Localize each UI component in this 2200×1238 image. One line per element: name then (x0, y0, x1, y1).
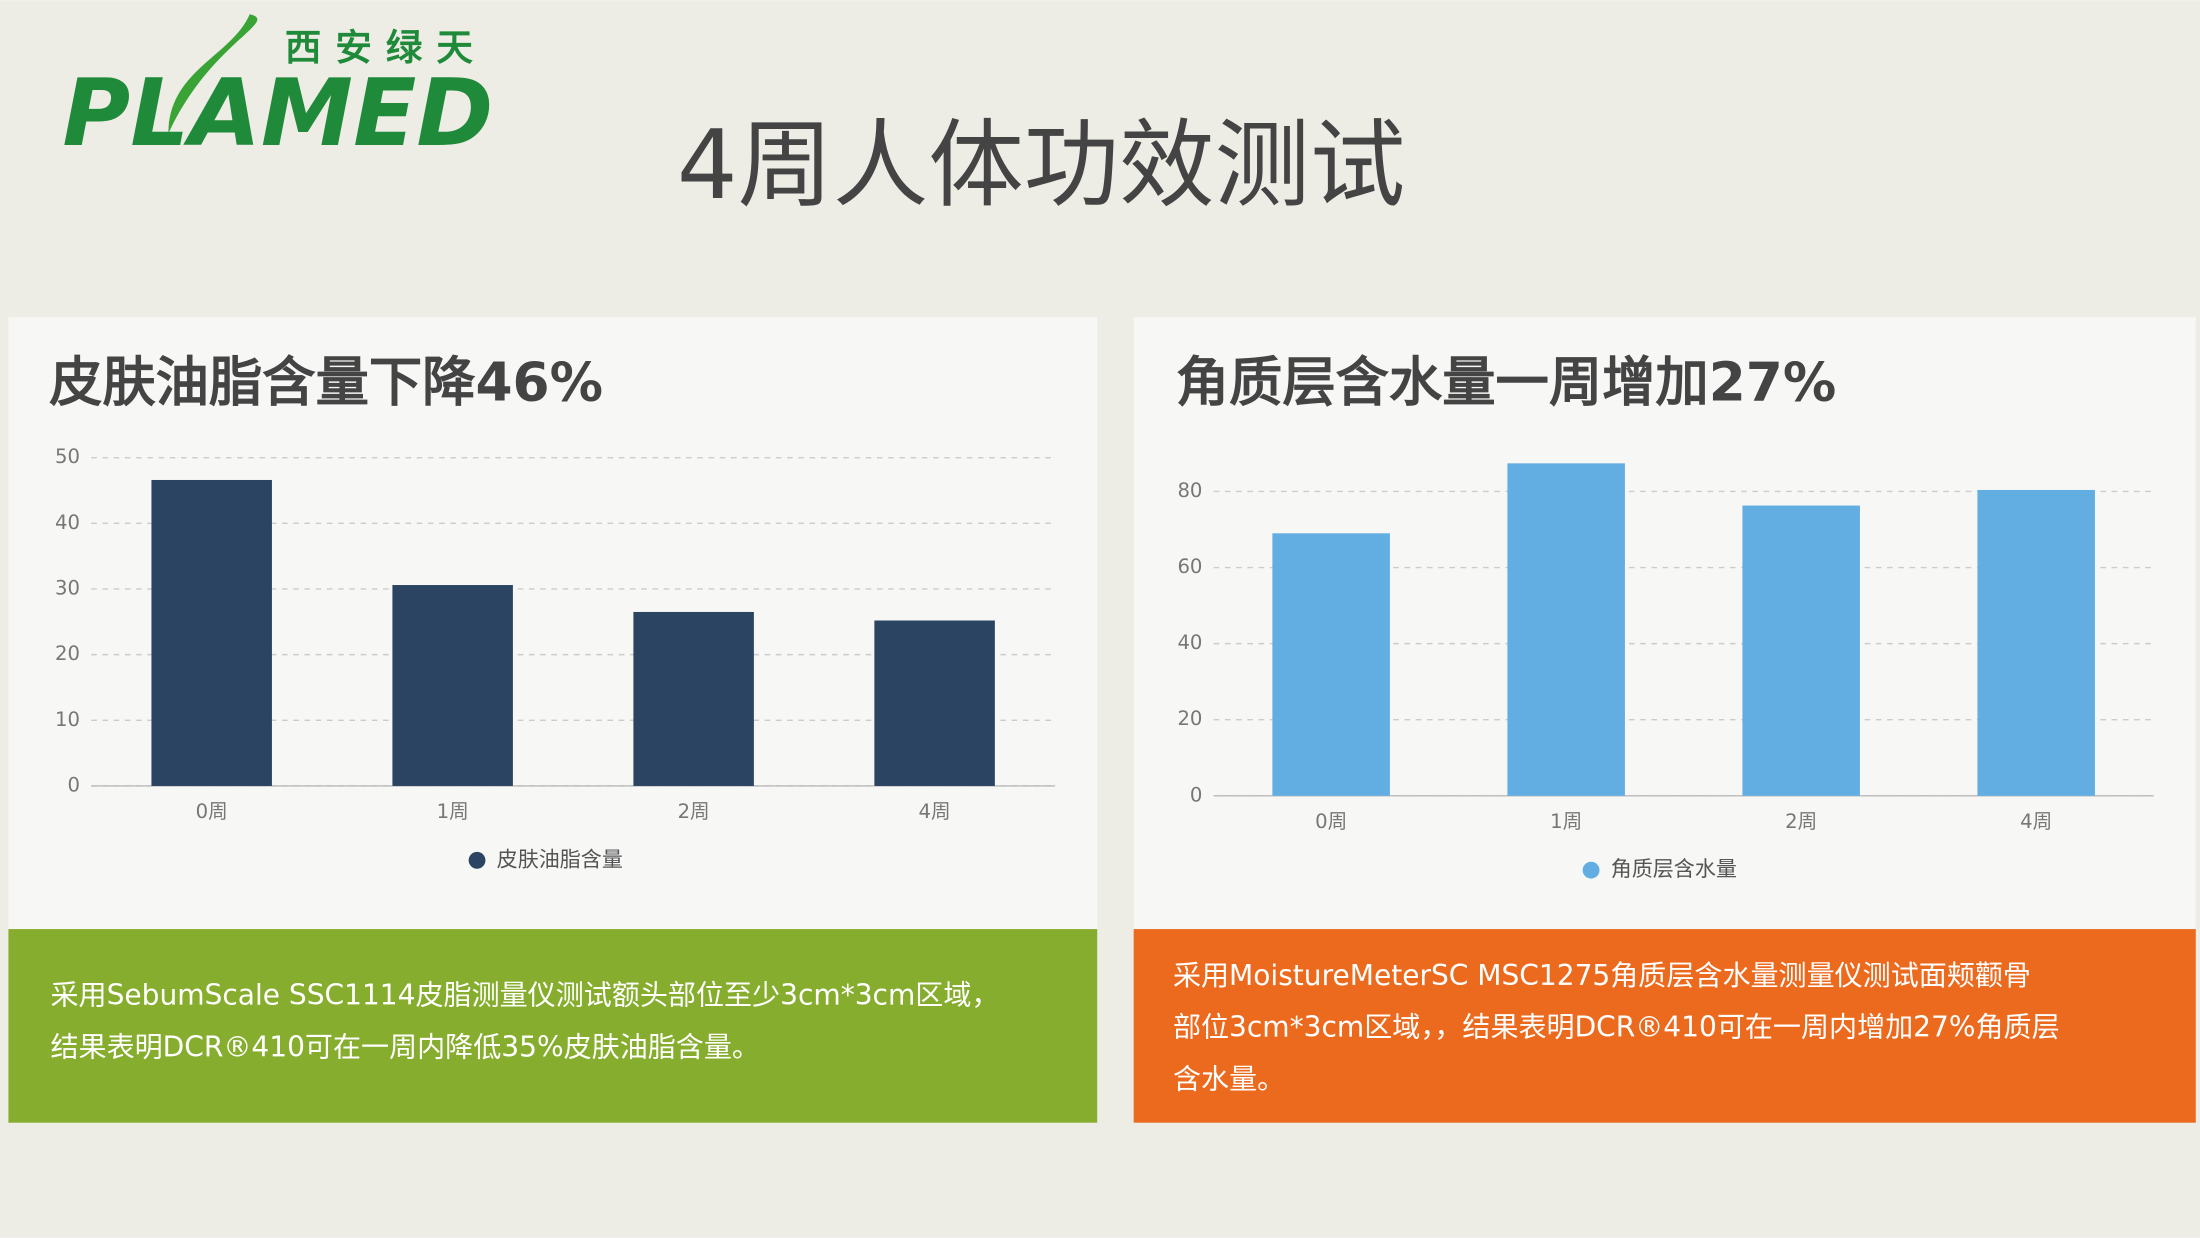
x-tick-label: 0周 (196, 800, 228, 823)
x-tick-label: 4周 (2020, 810, 2052, 833)
caption-line: 结果表明DCR®410可在一周内降低35%皮肤油脂含量。 (51, 1030, 760, 1063)
x-tick-label: 1周 (1550, 810, 1582, 833)
caption-line: 含水量。 (1173, 1063, 1285, 1096)
bar (392, 585, 513, 786)
bar (874, 620, 995, 786)
chart-title: 角质层含水量一周增加27% (1176, 352, 1837, 414)
bar (633, 611, 754, 786)
y-tick-label: 80 (1177, 479, 1202, 502)
x-tick-label: 0周 (1315, 810, 1347, 833)
chart-title: 皮肤油脂含量下降46% (49, 352, 603, 414)
legend-marker (1582, 861, 1600, 879)
y-tick-label: 0 (67, 773, 80, 796)
logo-leaf (168, 14, 258, 134)
x-tick-label: 2周 (678, 800, 710, 823)
caption-box (1133, 929, 2196, 1123)
y-tick-label: 50 (55, 445, 80, 468)
caption-line: 部位3cm*3cm区域，，结果表明DCR®410可在一周内增加27%角质层 (1173, 1011, 2060, 1044)
x-tick-label: 4周 (919, 800, 951, 823)
caption-line: 采用MoistureMeterSC MSC1275角质层含水量测量仪测试面颊颧骨 (1173, 959, 2031, 992)
y-tick-label: 10 (55, 708, 80, 731)
caption-line: 采用SebumScale SSC1114皮脂测量仪测试额头部位至少3cm*3cm… (51, 978, 1000, 1011)
y-tick-label: 40 (55, 511, 80, 534)
y-tick-label: 20 (55, 642, 80, 665)
page-title: 4周人体功效测试 (677, 110, 1405, 221)
y-tick-label: 40 (1177, 631, 1202, 654)
y-tick-label: 60 (1177, 555, 1202, 578)
legend-marker (468, 851, 486, 869)
bar (1977, 489, 2095, 796)
logo-cn: 西安绿天 (285, 26, 487, 69)
caption-box (8, 929, 1098, 1123)
bar (151, 479, 272, 786)
legend-label: 皮肤油脂含量 (497, 846, 623, 871)
x-tick-label: 2周 (1785, 810, 1817, 833)
y-tick-label: 30 (55, 576, 80, 599)
bar (1507, 463, 1625, 796)
logo-en: PLAMED (62, 59, 493, 167)
bar (1742, 505, 1860, 796)
bar (1272, 533, 1390, 796)
y-tick-label: 0 (1190, 783, 1203, 806)
y-tick-label: 20 (1177, 707, 1202, 730)
x-tick-label: 1周 (437, 800, 469, 823)
legend-label: 角质层含水量 (1611, 856, 1737, 881)
